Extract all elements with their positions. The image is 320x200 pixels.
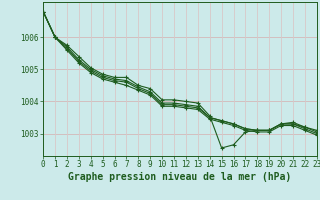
X-axis label: Graphe pression niveau de la mer (hPa): Graphe pression niveau de la mer (hPa)	[68, 172, 292, 182]
